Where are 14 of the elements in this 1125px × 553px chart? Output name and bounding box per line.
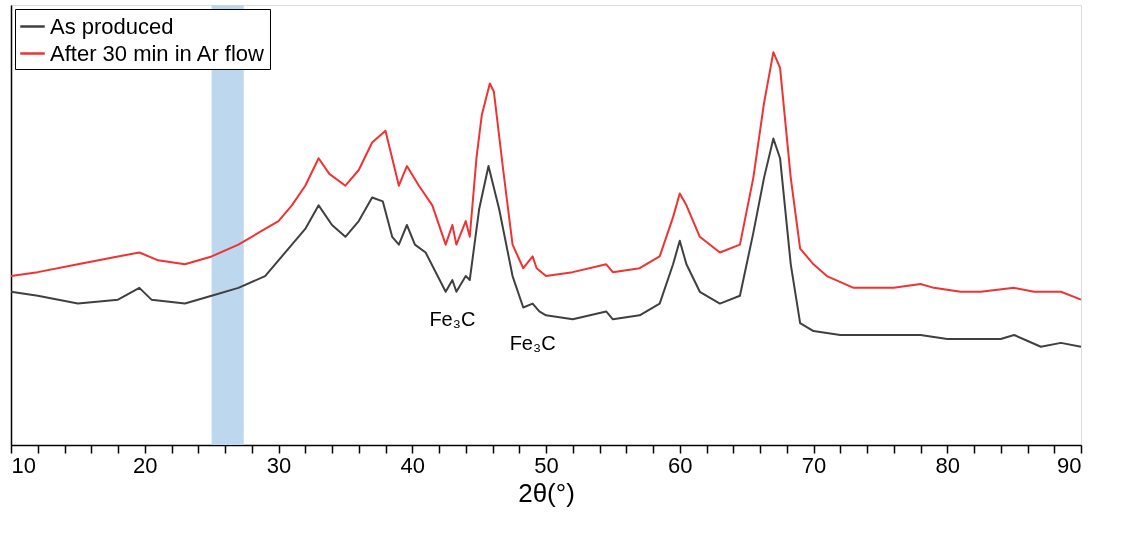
x-tick-label: 10 xyxy=(11,452,36,478)
annotation: Fe₃C xyxy=(429,308,476,330)
annotation: Fe₃C xyxy=(509,331,556,354)
x-tick-label: 50 xyxy=(534,452,559,478)
legend-label: As produced xyxy=(50,13,174,39)
x-tick-label: 60 xyxy=(668,452,693,478)
x-tick-label: 30 xyxy=(266,452,292,478)
legend-label: After 30 min in Ar flow xyxy=(50,40,265,66)
x-tick-label: 90 xyxy=(1057,452,1082,478)
x-tick-label: 70 xyxy=(801,452,827,478)
x-tick-label: 20 xyxy=(133,452,158,478)
x-tick-label: 40 xyxy=(400,452,425,478)
x-tick-label: 80 xyxy=(935,452,960,478)
x-axis-title: 2θ(°) xyxy=(518,477,575,508)
